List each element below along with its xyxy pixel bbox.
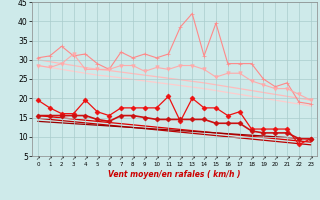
X-axis label: Vent moyen/en rafales ( km/h ): Vent moyen/en rafales ( km/h ) [108,170,241,179]
